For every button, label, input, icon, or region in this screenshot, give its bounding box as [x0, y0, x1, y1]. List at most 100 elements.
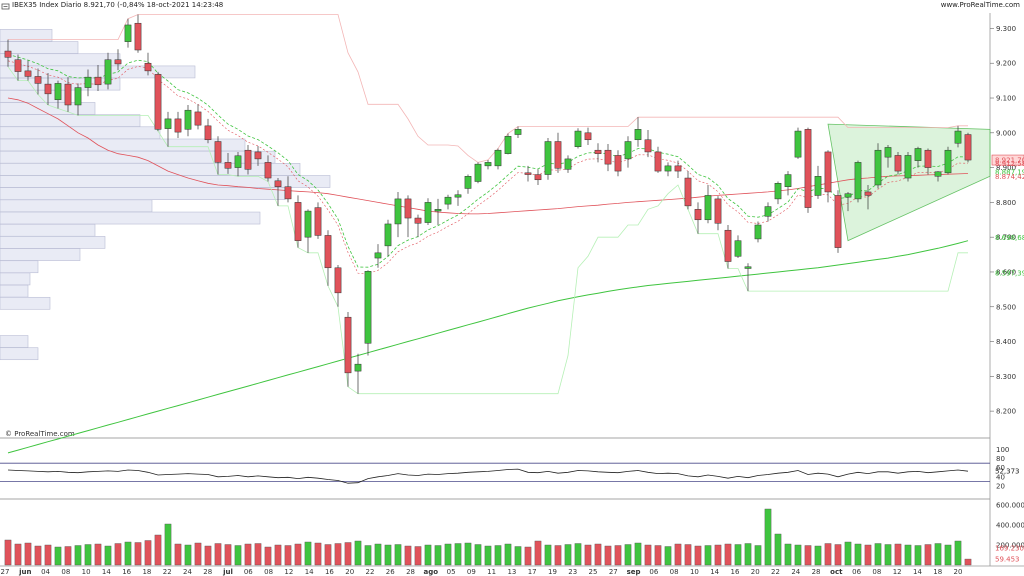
volume-bar	[214, 543, 222, 566]
candle-body	[334, 267, 342, 294]
volume-bar	[734, 544, 742, 566]
x-tick-label: 16	[730, 568, 739, 576]
candle-body	[534, 174, 542, 181]
candle-body	[554, 141, 562, 169]
volume-bar	[514, 546, 522, 566]
candle-body	[414, 217, 422, 224]
volume-bar	[484, 545, 492, 566]
volume-bar	[174, 543, 182, 566]
x-tick-label: sep	[627, 568, 641, 576]
x-tick-label: 06	[852, 568, 861, 576]
y-tick-label: 8.900	[996, 164, 1016, 172]
candle-body	[124, 24, 132, 42]
volume-bar	[104, 545, 112, 566]
x-tick-label: 06	[649, 568, 658, 576]
candle-body	[684, 177, 692, 207]
volume-bar	[714, 544, 722, 566]
volume-bar	[764, 508, 772, 566]
x-tick-label: 13	[507, 568, 516, 576]
price-label: 8.912,58	[995, 160, 1024, 168]
x-tick-label: 27	[609, 568, 618, 576]
x-tick-label: 19	[548, 568, 557, 576]
y-tick-label: 8.600	[996, 268, 1016, 276]
candle-body	[264, 162, 272, 179]
candle-body	[914, 148, 922, 161]
candle-body	[834, 195, 842, 248]
candle-body	[524, 172, 532, 175]
volume-profile-bar	[0, 223, 96, 237]
x-tick-label: jun	[18, 568, 31, 576]
candle-body	[674, 165, 682, 172]
candle-body	[694, 209, 702, 221]
candle-body	[564, 158, 572, 170]
chart-title: IBEX35 Index Diario 8.921,70 (-0,84% 18-…	[12, 1, 224, 9]
candle-body	[54, 83, 62, 101]
x-tick-label: 14	[913, 568, 922, 576]
volume-bar	[224, 544, 232, 566]
candle-body	[614, 155, 622, 172]
volume-tick-label: 600.000	[996, 502, 1024, 510]
volume-tick-label: 200.000	[996, 542, 1024, 550]
candle-body	[784, 174, 792, 187]
minus-icon[interactable]	[1, 3, 10, 10]
volume-bar	[304, 541, 312, 566]
volume-bar	[594, 543, 602, 566]
brand-link[interactable]: www.ProRealTime.com	[940, 1, 1020, 9]
volume-profile-bar	[0, 41, 79, 54]
candle-body	[864, 191, 872, 196]
candle-body	[24, 70, 32, 77]
volume-bar	[314, 542, 322, 566]
x-tick-label: 10	[82, 568, 91, 576]
candle-body	[254, 151, 262, 160]
volume-avg-label: 169.230	[995, 545, 1024, 553]
volume-bar	[434, 545, 442, 566]
volume-bar	[474, 544, 482, 566]
volume-bar	[914, 545, 922, 566]
volume-profile-bar	[0, 260, 39, 274]
x-tick-label: 28	[406, 568, 415, 576]
candle-body	[4, 50, 12, 58]
x-tick-label: 14	[710, 568, 719, 576]
candle-body	[134, 22, 142, 51]
x-tick-label: 14	[305, 568, 314, 576]
volume-bar	[744, 543, 752, 566]
volume-bar	[824, 543, 832, 566]
volume-bar	[394, 544, 402, 566]
price-label: 8.874,42	[995, 173, 1024, 181]
candle-body	[604, 149, 612, 165]
volume-bar	[794, 544, 802, 566]
osc-last-value: 52,373	[995, 468, 1020, 476]
oscillator-line	[7, 468, 969, 484]
volume-bar	[114, 543, 122, 566]
y-tick-label: 8.200	[996, 408, 1016, 416]
volume-last-label: 59.453	[995, 556, 1020, 564]
candle-body	[64, 83, 72, 106]
candle-body	[624, 141, 632, 160]
volume-bar	[384, 544, 392, 566]
volume-bar	[864, 544, 872, 566]
volume-bar	[4, 539, 12, 566]
x-tick-label: 08	[670, 568, 679, 576]
candle-body	[884, 147, 892, 158]
volume-bar	[54, 546, 62, 566]
candle-body	[494, 149, 502, 167]
volume-bar	[194, 542, 202, 566]
y-tick-label: 8.400	[996, 338, 1016, 346]
volume-profile-bar	[0, 126, 161, 140]
x-tick-label: 20	[345, 568, 354, 576]
volume-bar	[124, 541, 132, 566]
candle-body	[174, 118, 182, 133]
volume-bar	[144, 540, 152, 566]
x-tick-label: 26	[386, 568, 395, 576]
candle-body	[664, 165, 672, 172]
volume-bar	[134, 542, 142, 566]
volume-bar	[74, 545, 82, 566]
candle-body	[544, 141, 552, 175]
candle-body	[654, 151, 662, 172]
x-tick-label: 28	[203, 568, 212, 576]
volume-bar	[234, 545, 242, 566]
volume-bar	[964, 558, 972, 566]
volume-bar	[724, 543, 732, 566]
volume-bar	[84, 544, 92, 566]
volume-bar	[674, 543, 682, 566]
